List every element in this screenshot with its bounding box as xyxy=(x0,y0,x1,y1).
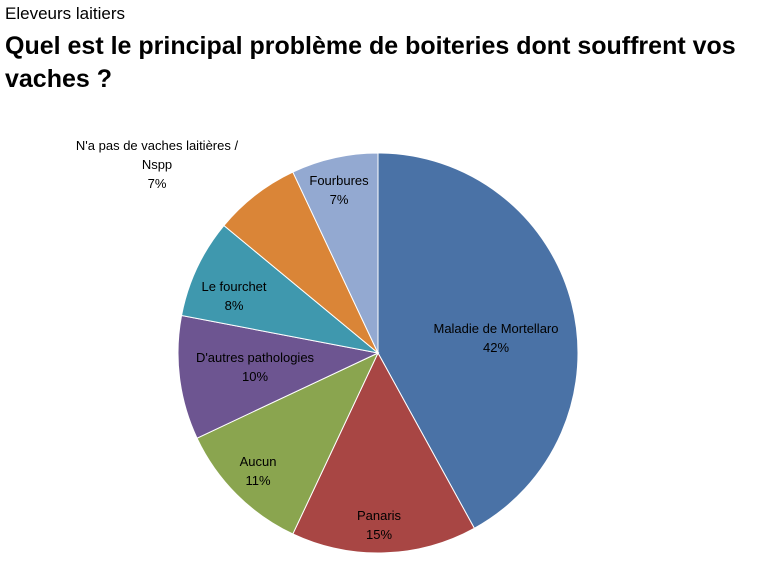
slice-label-1: Panaris 15% xyxy=(357,508,402,542)
slice-label-3: D'autres pathologies 10% xyxy=(196,350,315,384)
slice-label-0: Maladie de Mortellaro 42% xyxy=(433,321,558,355)
slice-label-5: N'a pas de vaches laitières / Nspp 7% xyxy=(76,138,239,191)
slice-label-6: Fourbures 7% xyxy=(309,173,369,207)
pie-slice-6 xyxy=(292,152,379,354)
pie-slice-0 xyxy=(377,152,579,529)
chart-subtitle: Eleveurs laitiers xyxy=(5,4,125,23)
pie-slice-1 xyxy=(292,351,476,554)
chart-title: Quel est le principal problème de boiter… xyxy=(5,32,736,93)
slice-label-4: Le fourchet 8% xyxy=(201,279,266,313)
pie-slice-2 xyxy=(196,351,380,535)
pie-slice-3 xyxy=(177,314,380,439)
pie-slice-4 xyxy=(180,224,379,354)
slice-label-2: Aucun 11% xyxy=(240,454,277,488)
